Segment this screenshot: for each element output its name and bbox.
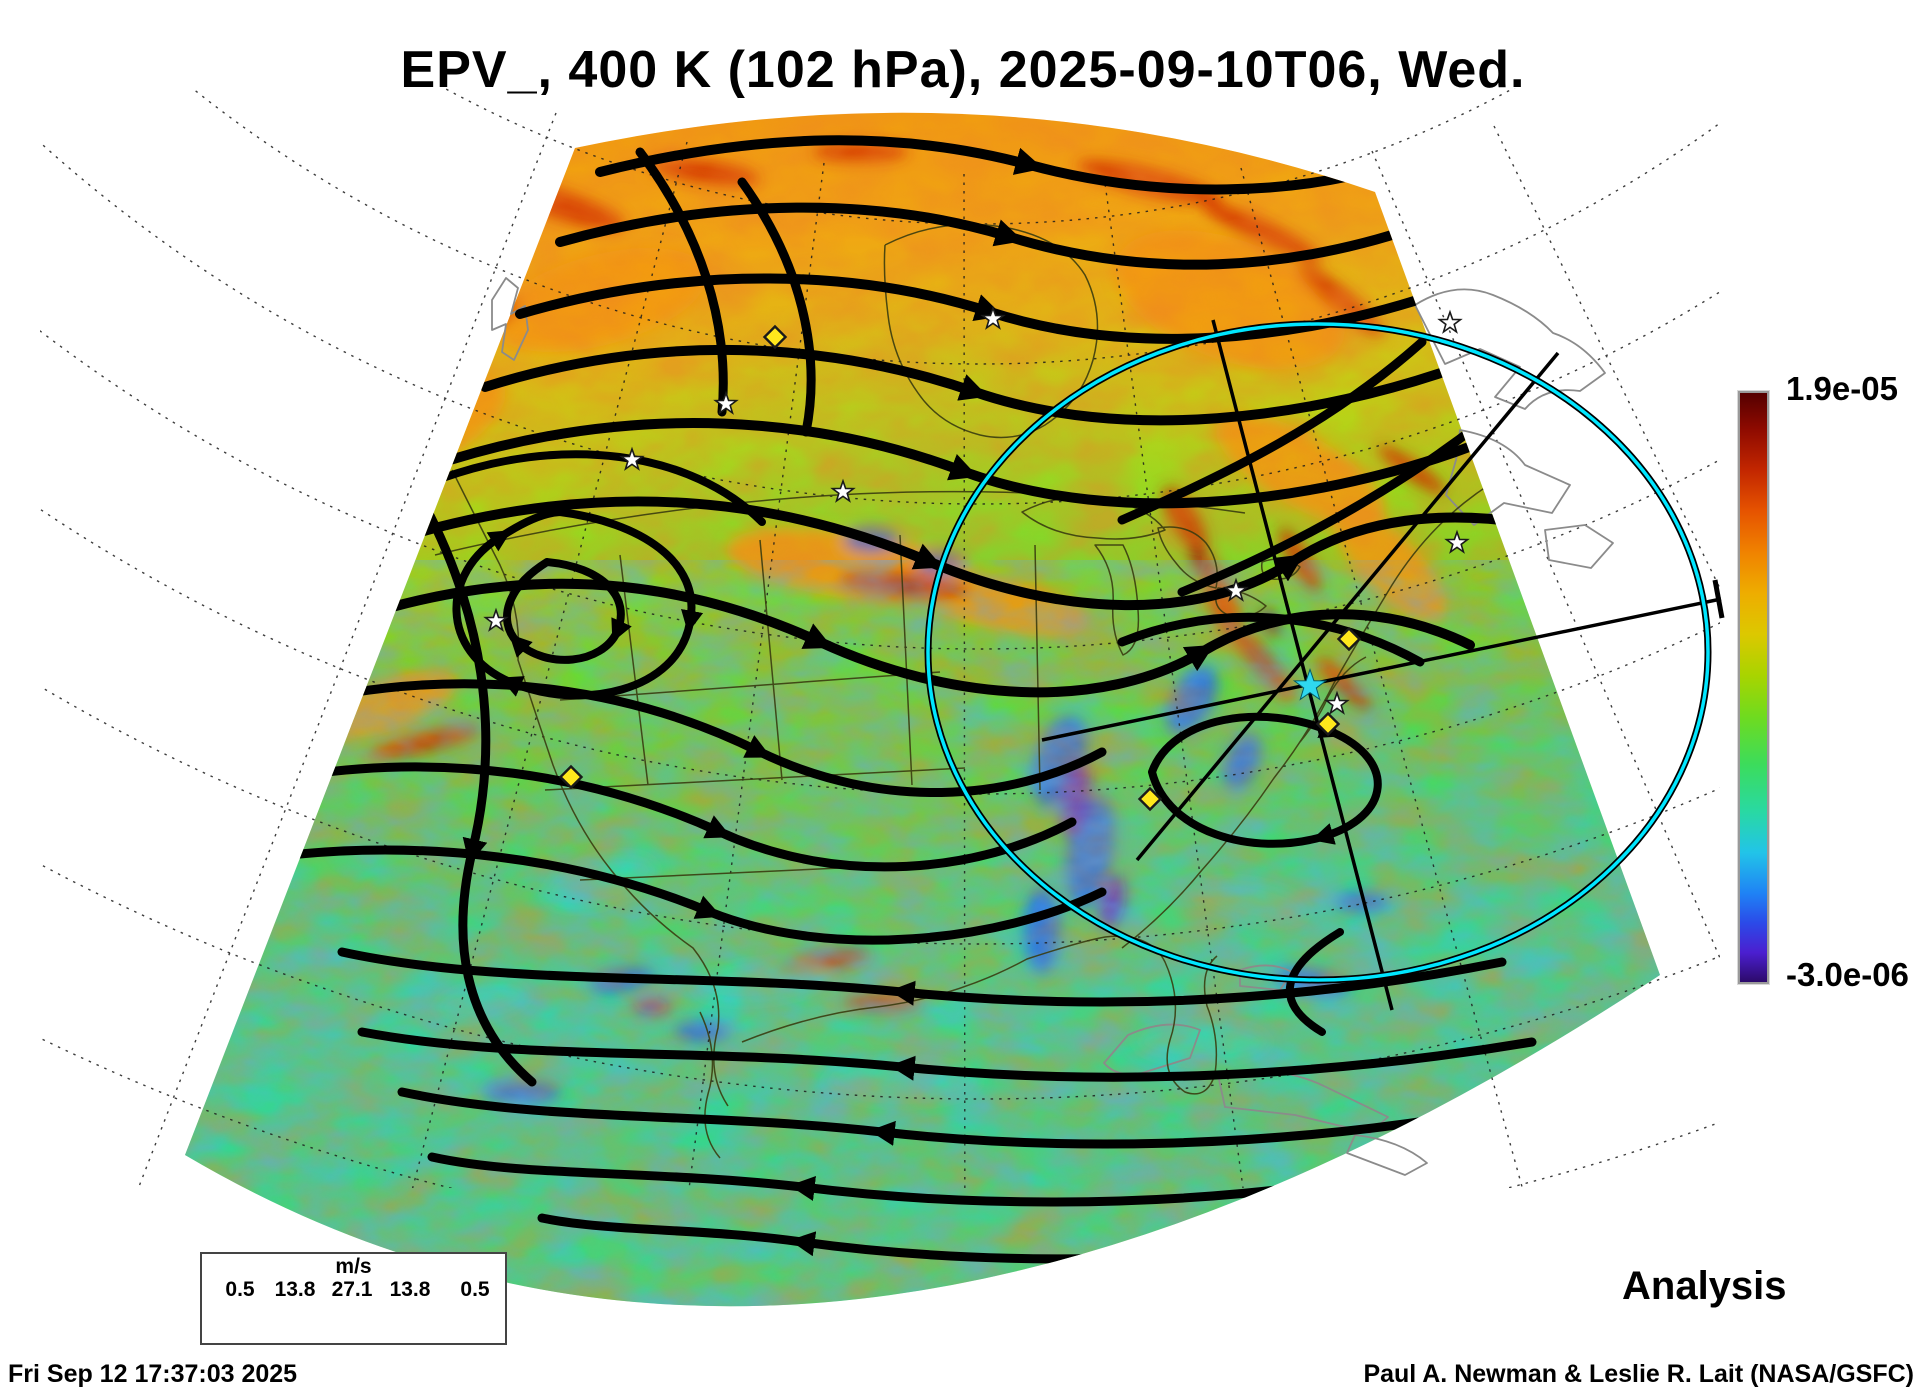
footer-credit: Paul A. Newman & Leslie R. Lait (NASA/GS… <box>1363 1360 1914 1388</box>
streamlines <box>232 135 1537 1264</box>
page-title: EPV_, 400 K (102 hPa), 2025-09-10T06, We… <box>400 41 1526 99</box>
range-ring <box>924 320 1712 984</box>
wind-legend-value: 0.5 <box>460 1278 490 1301</box>
wind-legend-value: 13.8 <box>274 1278 316 1301</box>
colorbar-max-label: 1.9e-05 <box>1786 370 1898 407</box>
wind-legend-value: 0.5 <box>225 1278 255 1301</box>
colorbar-min-label: -3.0e-06 <box>1786 956 1909 993</box>
trajectory-lines <box>1041 319 1725 1011</box>
wind-legend-unit: m/s <box>335 1255 372 1278</box>
wind-legend-value: 13.8 <box>389 1278 431 1301</box>
analysis-label: Analysis <box>1622 1264 1787 1308</box>
colorbar <box>1738 391 1769 984</box>
wind-legend-box: m/s 0.5 13.8 27.1 13.8 0.5 <box>200 1252 507 1345</box>
wind-legend-value: 27.1 <box>331 1278 373 1301</box>
footer-timestamp: Fri Sep 12 17:37:03 2025 <box>8 1360 298 1388</box>
